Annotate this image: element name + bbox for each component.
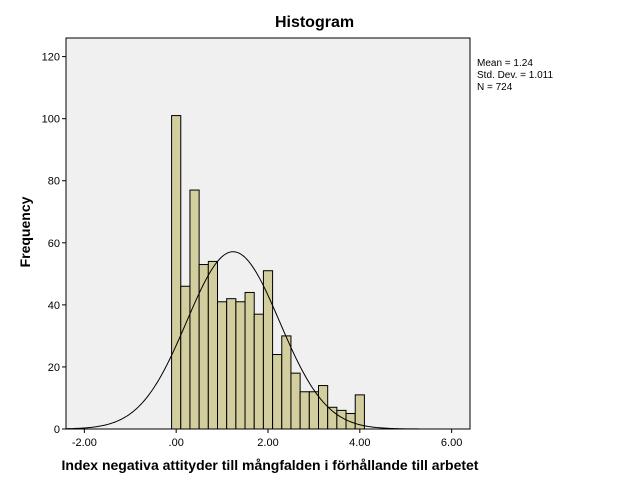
y-tick-label: 60 [48, 238, 60, 250]
histogram-bar [198, 264, 209, 430]
histogram-bar [253, 313, 264, 430]
y-tick-label: 40 [48, 300, 60, 312]
y-tick-label: 20 [48, 362, 60, 374]
y-tick-label: 120 [42, 52, 60, 64]
histogram-bar [345, 412, 356, 430]
histogram-bar [281, 335, 292, 430]
x-tick-label: 6.00 [441, 437, 462, 449]
histogram-bar [290, 372, 301, 430]
x-tick-label: .00 [169, 437, 184, 449]
histogram-bar [244, 291, 255, 430]
y-axis: 0 20 40 60 80 100 120 [42, 52, 66, 436]
histogram-bar [235, 301, 246, 430]
histogram-bar [217, 301, 228, 430]
stat-n: N = 724 [477, 82, 513, 93]
x-tick-label: 4.00 [349, 437, 370, 449]
histogram-bar [171, 115, 182, 430]
histogram-bar [318, 385, 329, 430]
histogram-bar [308, 391, 319, 430]
histogram-bar [272, 354, 283, 430]
histogram-bar [299, 391, 310, 430]
stat-std-dev: Std. Dev. = 1.011 [477, 70, 554, 81]
bars-group [171, 115, 365, 430]
x-axis: -2.00 .00 2.00 4.00 6.00 [72, 429, 462, 449]
x-tick-label: 2.00 [257, 437, 278, 449]
histogram-bar [226, 298, 237, 430]
stat-mean: Mean = 1.24 [477, 58, 533, 69]
statistics-legend: Mean = 1.24 Std. Dev. = 1.011 N = 724 [477, 58, 553, 94]
histogram-bar [180, 285, 191, 430]
x-axis-label: Index negativa attityder till mångfalden… [61, 457, 479, 473]
y-tick-label: 100 [42, 114, 60, 126]
histogram-bar [207, 260, 218, 430]
y-tick-label: 80 [48, 176, 60, 188]
x-tick-label: -2.00 [72, 437, 97, 449]
y-tick-label: 0 [54, 424, 60, 436]
normal-curve [65, 251, 470, 430]
